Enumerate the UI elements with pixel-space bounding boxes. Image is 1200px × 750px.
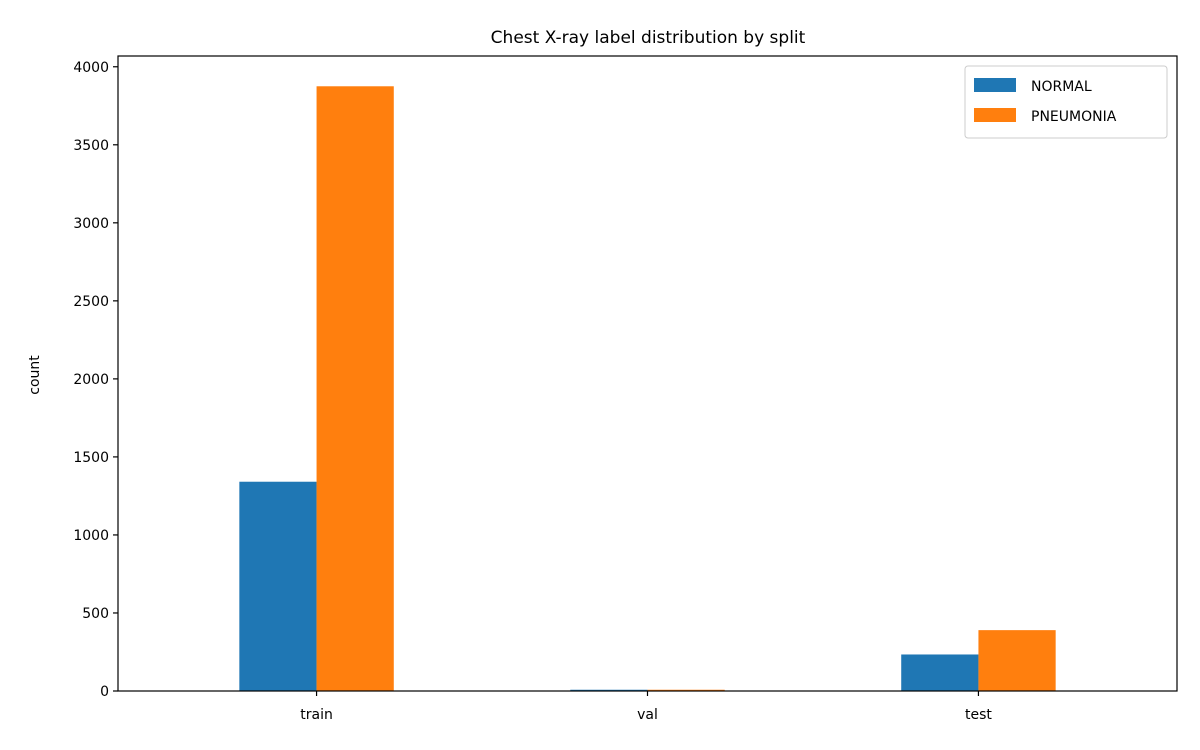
y-tick-label: 1500 [73, 450, 109, 466]
bar-normal-test [901, 654, 979, 691]
chart-title: Chest X-ray label distribution by split [491, 28, 806, 48]
bar-pneumonia-test [978, 630, 1056, 691]
legend: NORMAL PNEUMONIA [964, 65, 1168, 139]
y-axis-label: count [27, 355, 43, 395]
bar-pneumonia-val [647, 689, 725, 691]
y-tick-label: 4000 [73, 60, 109, 76]
bar-normal-train [239, 481, 317, 691]
x-tick-label-test: test [965, 707, 992, 723]
y-tick-label: 500 [82, 606, 109, 622]
legend-label-pneumonia: PNEUMONIA [1031, 109, 1117, 125]
legend-swatch-normal [974, 78, 1016, 92]
y-tick-label: 1000 [73, 528, 109, 544]
y-tick-label: 2500 [73, 294, 109, 310]
legend-box [964, 65, 1168, 139]
x-tick-label-val: val [637, 707, 658, 723]
bar-pneumonia-train [316, 86, 394, 691]
plot-area: 0 500 1000 1500 2000 2500 3000 3500 4000 train val… [73, 55, 1178, 723]
x-tick-label-train: train [300, 707, 333, 723]
y-tick-label: 3500 [73, 138, 109, 154]
legend-label-normal: NORMAL [1031, 79, 1092, 95]
y-tick-label: 0 [100, 684, 109, 700]
bar-normal-val [570, 689, 648, 691]
y-tick-label: 2000 [73, 372, 109, 388]
y-tick-label: 3000 [73, 216, 109, 232]
legend-swatch-pneumonia [974, 108, 1016, 122]
